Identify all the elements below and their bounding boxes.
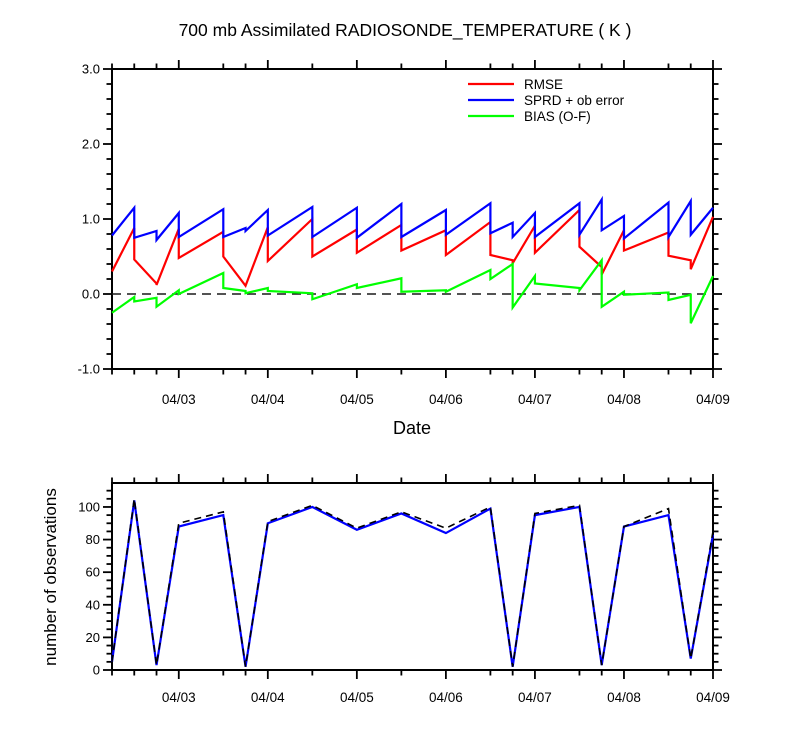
y-tick-label: -1.0 [78, 362, 100, 377]
x-tick-label: 04/08 [607, 392, 641, 407]
x-tick-label: 04/07 [518, 392, 552, 407]
y-tick-label: 3.0 [82, 62, 100, 77]
x-tick-label: 04/07 [518, 690, 552, 705]
legend-item-sprd: SPRD + ob error [468, 93, 625, 108]
rmse-legend-label: RMSE [524, 77, 563, 92]
x-tick-label: 04/06 [429, 690, 463, 705]
x-tick-label: 04/09 [696, 690, 730, 705]
plot-frame [111, 482, 714, 671]
y-tick-label: 100 [78, 499, 100, 514]
x-tick-label: 04/08 [607, 690, 641, 705]
x-tick-label: 04/03 [162, 690, 196, 705]
x-tick-label: 04/03 [162, 392, 196, 407]
x-tick-label: 04/09 [696, 392, 730, 407]
y-tick-label: 20 [86, 630, 100, 645]
sprd-ob-error-line [111, 195, 714, 244]
bias-o-f-line [111, 256, 714, 324]
y-tick-label: 40 [86, 597, 100, 612]
y-tick-label: 1.0 [82, 212, 100, 227]
y-axis-label-observations: number of observations [41, 488, 60, 666]
x-axis-label-date: Date [393, 418, 431, 438]
x-tick-label: 04/05 [340, 392, 374, 407]
y-tick-label: 0 [93, 663, 100, 678]
x-tick-label: 04/04 [251, 392, 285, 407]
chart-title: 700 mb Assimilated RADIOSONDE_TEMPERATUR… [179, 20, 632, 41]
y-tick-label: 0.0 [82, 287, 100, 302]
plot-frame [111, 68, 714, 370]
legend-item-bias: BIAS (O-F) [468, 109, 591, 124]
observations-assimilated-line [110, 500, 715, 667]
sprd-legend-label: SPRD + ob error [524, 93, 625, 108]
y-tick-label: 80 [86, 532, 100, 547]
x-tick-label: 04/05 [340, 690, 374, 705]
x-tick-label: 04/06 [429, 392, 463, 407]
legend-item-rmse: RMSE [468, 77, 563, 92]
legend: RMSE SPRD + ob error BIAS (O-F) [468, 77, 625, 124]
bottom-panel: 04/03 04/04 04/05 04/06 04/07 04/08 04/09 0 20 40… [78, 474, 730, 705]
y-tick-label: 2.0 [82, 137, 100, 152]
y-tick-label: 60 [86, 565, 100, 580]
bias-legend-label: BIAS (O-F) [524, 109, 591, 124]
x-tick-label: 04/04 [251, 690, 285, 705]
observations-possible-line [111, 498, 714, 667]
top-panel: 04/03 04/04 04/05 04/06 04/07 04/08 04/09 3.0 2.… [78, 60, 730, 407]
